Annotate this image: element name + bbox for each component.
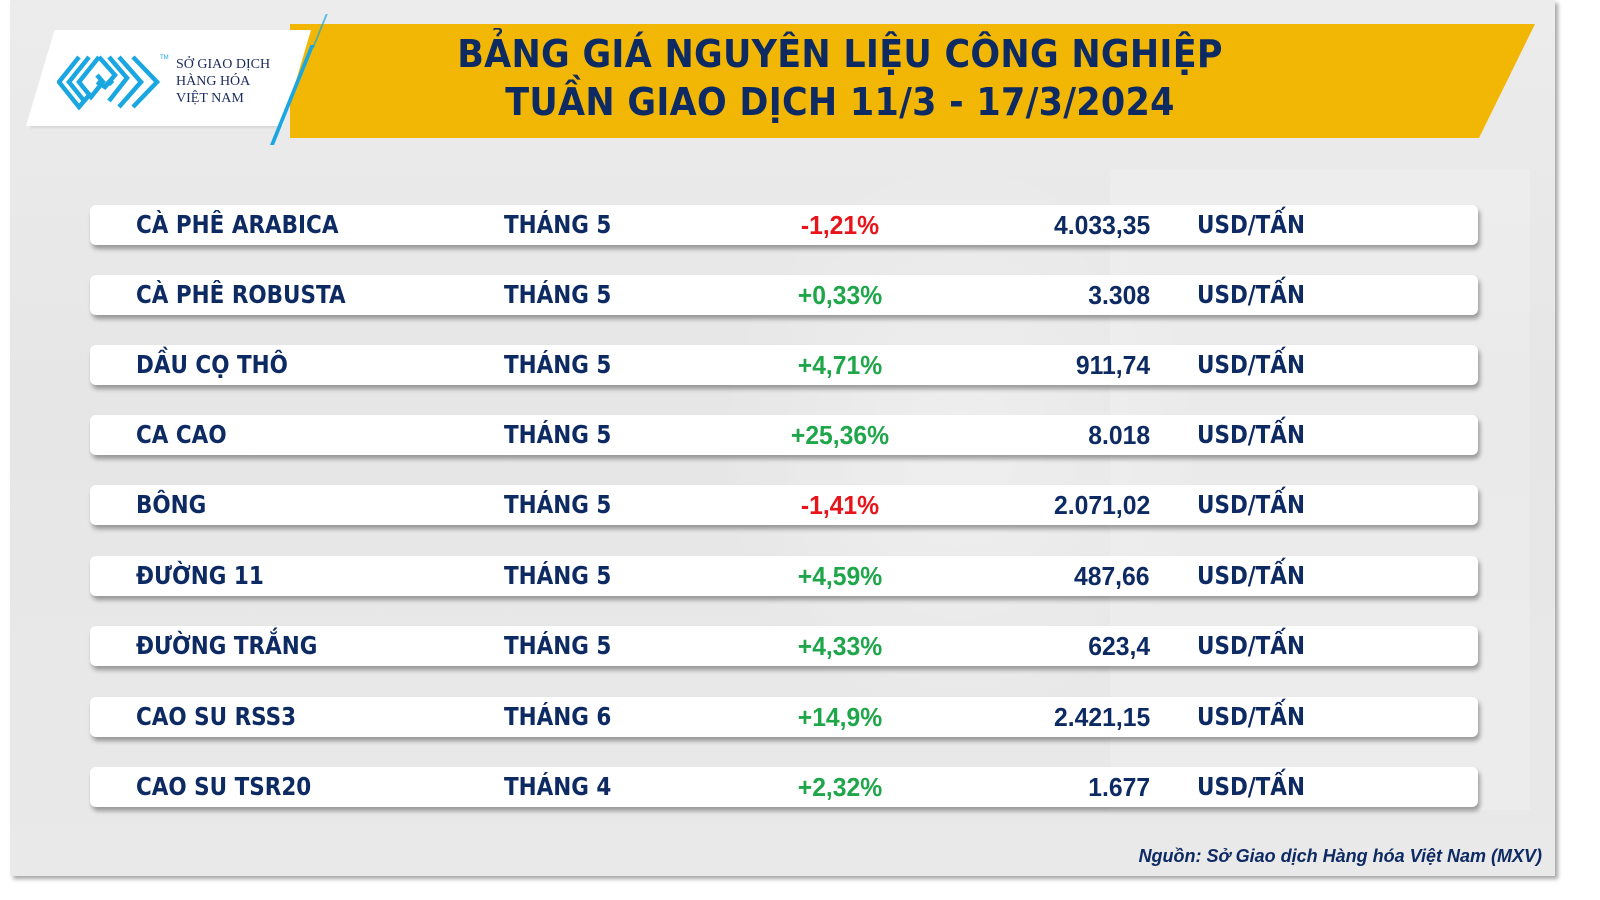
change-percent: +2,32% [797,772,883,802]
trademark-label: TM [160,55,169,61]
contract-month: THÁNG 6 [504,702,612,731]
source-note: Nguồn: Sở Giao dịch Hàng hóa Việt Nam (M… [1138,846,1542,866]
contract-month: THÁNG 5 [504,210,612,239]
change-percent: +0,33% [797,280,883,310]
contract-month: THÁNG 5 [504,280,612,309]
change-percent: +25,36% [790,420,890,450]
contract-month: THÁNG 5 [504,420,612,449]
price-value: 1.677 [1088,772,1150,802]
price-unit: USD/TẤN [1197,772,1305,801]
price-unit: USD/TẤN [1197,420,1305,449]
contract-month: THÁNG 5 [504,561,612,590]
price-value: 623,4 [1088,631,1150,661]
price-unit: USD/TẤN [1197,280,1305,309]
price-value: 487,66 [1074,561,1150,591]
commodity-name: BÔNG [136,490,207,519]
page-title: BẢNG GIÁ NGUYÊN LIỆU CÔNG NGHIỆP TUẦN GI… [426,30,1254,126]
table-row: ĐƯỜNG TRẮNG THÁNG 5 +4,33% 623,4 USD/TẤN [90,626,1478,666]
price-value: 911,74 [1075,350,1150,380]
price-value: 2.421,15 [1053,702,1150,732]
table-row: DẦU CỌ THÔ THÁNG 5 +4,71% 911,74 USD/TẤN [90,345,1478,385]
logo-text: SỞ GIAO DỊCH HÀNG HÓA VIỆT NAM [176,56,270,107]
change-percent: +14,9% [797,702,883,732]
price-unit: USD/TẤN [1197,350,1305,379]
price-value: 3.308 [1088,280,1150,310]
contract-month: THÁNG 5 [504,631,612,660]
table-row: CA CAO THÁNG 5 +25,36% 8.018 USD/TẤN [90,415,1478,455]
table-row: CÀ PHÊ ARABICA THÁNG 5 -1,21% 4.033,35 U… [90,205,1478,245]
commodity-name: DẦU CỌ THÔ [136,350,288,379]
change-percent: -1,41% [800,490,880,520]
contract-month: THÁNG 5 [504,350,612,379]
logo-line-3: VIỆT NAM [176,91,244,106]
commodity-name: CÀ PHÊ ARABICA [136,210,339,239]
logo-line-2: HÀNG HÓA [176,74,251,89]
logo-line-1: SỞ GIAO DỊCH [176,57,271,72]
change-percent: -1,21% [800,210,880,240]
price-unit: USD/TẤN [1197,702,1305,731]
commodity-name: CAO SU RSS3 [136,702,297,731]
title-line-2: TUẦN GIAO DỊCH 11/3 - 17/3/2024 [505,80,1175,124]
price-unit: USD/TẤN [1197,490,1305,519]
table-row: CAO SU RSS3 THÁNG 6 +14,9% 2.421,15 USD/… [90,697,1478,737]
commodity-name: CA CAO [136,420,227,449]
commodity-name: CAO SU TSR20 [136,772,312,801]
change-percent: +4,33% [797,631,883,661]
table-row: CAO SU TSR20 THÁNG 4 +2,32% 1.677 USD/TẤ… [90,767,1478,807]
table-row: ĐƯỜNG 11 THÁNG 5 +4,59% 487,66 USD/TẤN [90,556,1478,596]
price-value: 2.071,02 [1053,490,1150,520]
contract-month: THÁNG 4 [504,772,612,801]
price-value: 4.033,35 [1053,210,1150,240]
title-band [290,24,1535,138]
title-line-1: BẢNG GIÁ NGUYÊN LIỆU CÔNG NGHIỆP [457,32,1223,76]
price-unit: USD/TẤN [1197,631,1305,660]
commodity-name: ĐƯỜNG TRẮNG [136,631,318,660]
table-row: CÀ PHÊ ROBUSTA THÁNG 5 +0,33% 3.308 USD/… [90,275,1478,315]
contract-month: THÁNG 5 [504,490,612,519]
table-row: BÔNG THÁNG 5 -1,41% 2.071,02 USD/TẤN [90,485,1478,525]
change-percent: +4,59% [797,561,883,591]
mxv-logo-icon [57,55,161,111]
commodity-name: ĐƯỜNG 11 [136,561,264,590]
price-value: 8.018 [1088,420,1150,450]
commodity-name: CÀ PHÊ ROBUSTA [136,280,346,309]
change-percent: +4,71% [797,350,883,380]
price-unit: USD/TẤN [1197,561,1305,590]
price-unit: USD/TẤN [1197,210,1305,239]
